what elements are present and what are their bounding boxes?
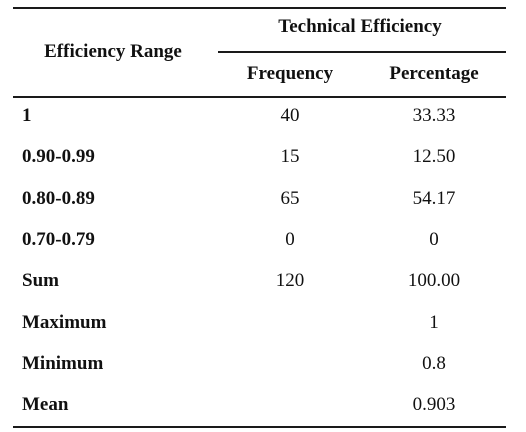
cell-percentage: 0.903 (412, 394, 456, 415)
cell-percentage: 100.00 (407, 270, 461, 291)
header-frequency: Frequency (246, 63, 334, 84)
cell-range: Maximum (22, 312, 107, 333)
cell-percentage: 0.8 (422, 353, 446, 374)
cell-range: Mean (22, 394, 69, 415)
bottom-rule (13, 426, 506, 428)
cell-frequency: 120 (275, 270, 305, 291)
cell-range: Minimum (22, 353, 104, 374)
cell-percentage: 0 (429, 229, 439, 250)
cell-range: 0.90-0.99 (22, 146, 95, 167)
cell-percentage: 54.17 (412, 188, 456, 209)
top-rule (13, 7, 506, 9)
cell-frequency: 65 (280, 188, 300, 209)
header-efficiency-range: Efficiency Range (44, 41, 182, 62)
cell-percentage: 33.33 (412, 105, 456, 126)
header-bottom-rule (13, 96, 506, 98)
cell-range: Sum (22, 270, 59, 291)
cell-frequency: 0 (285, 229, 295, 250)
cell-frequency: 15 (280, 146, 300, 167)
cell-range: 0.70-0.79 (22, 229, 95, 250)
cell-frequency: 40 (280, 105, 300, 126)
cell-range: 0.80-0.89 (22, 188, 95, 209)
cell-percentage: 12.50 (412, 146, 456, 167)
header-technical-efficiency: Technical Efficiency (278, 16, 442, 37)
cell-percentage: 1 (429, 312, 439, 333)
group-rule (218, 51, 506, 53)
cell-range: 1 (22, 105, 32, 126)
header-percentage: Percentage (389, 63, 479, 84)
